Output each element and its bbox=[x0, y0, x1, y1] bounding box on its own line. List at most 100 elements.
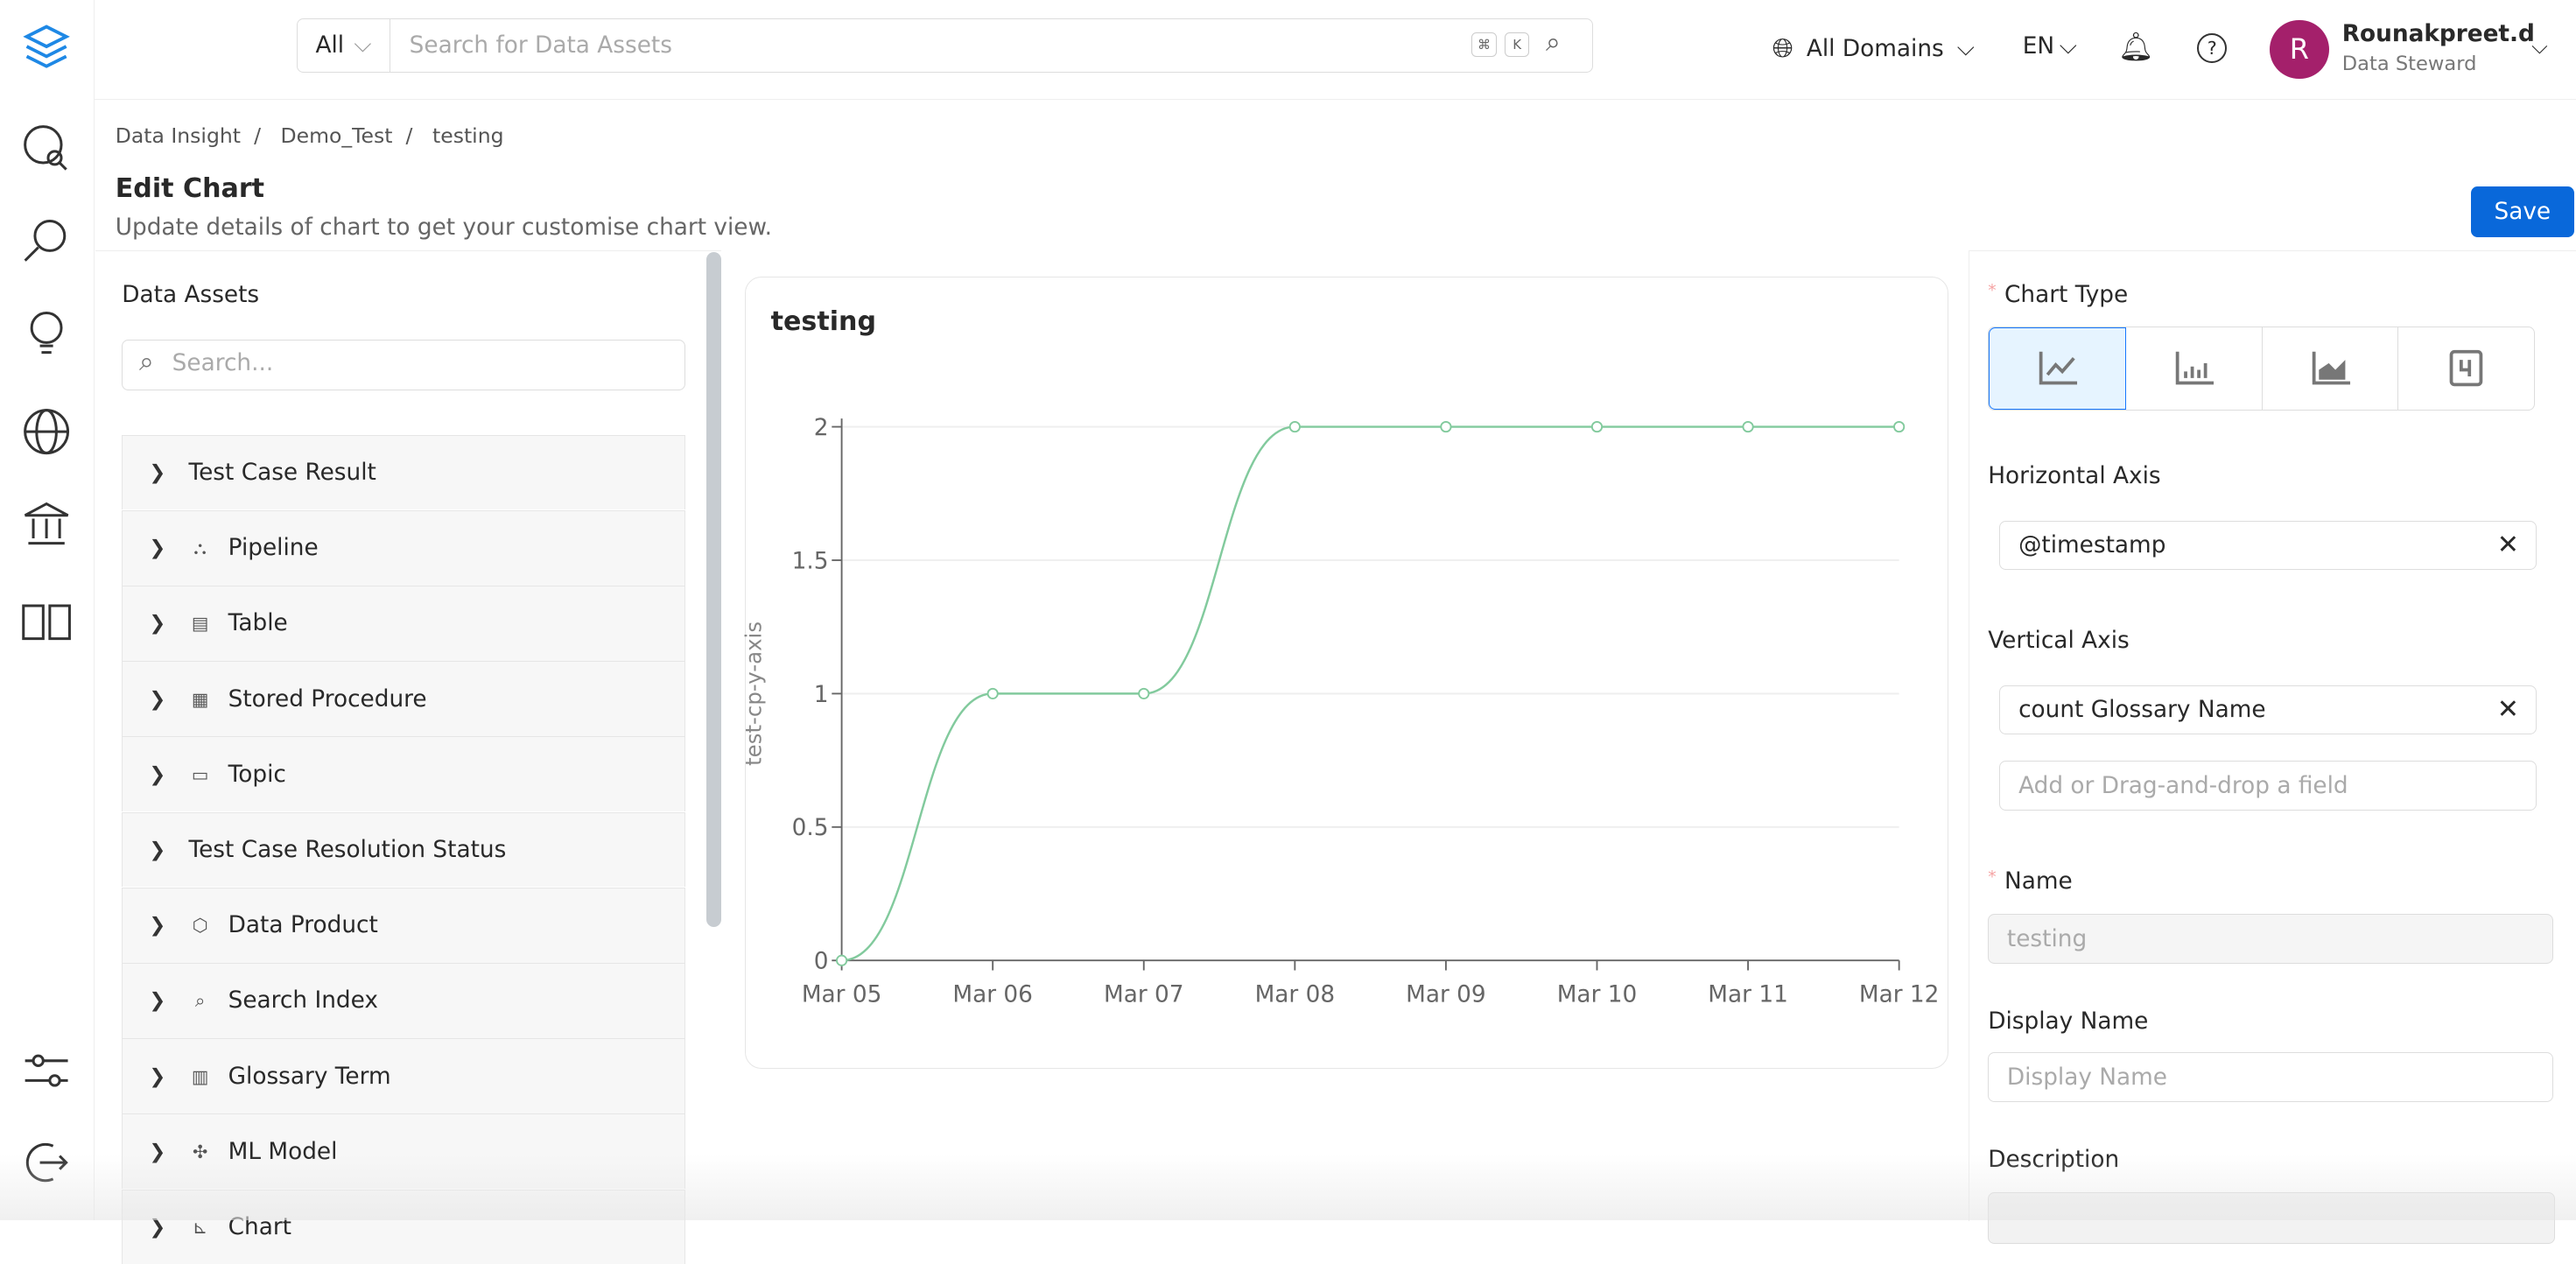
data-point bbox=[1138, 687, 1150, 699]
avatar[interactable]: R bbox=[2269, 19, 2329, 80]
breadcrumb: Data Insight / Demo_Test / testing bbox=[115, 123, 504, 149]
add-field-input[interactable]: Add or Drag-and-drop a field bbox=[1999, 761, 2537, 811]
bottom-fade bbox=[0, 1155, 2576, 1221]
asset-label: Table bbox=[228, 610, 288, 637]
asset-label: Glossary Term bbox=[228, 1063, 391, 1090]
lightbulb-icon[interactable] bbox=[20, 306, 73, 359]
horizontal-axis-field[interactable]: @timestamp ✕ bbox=[1999, 520, 2537, 571]
summary-card-type-button[interactable] bbox=[2398, 327, 2534, 410]
cmd-key: ⌘ bbox=[1471, 32, 1497, 58]
settings-sliders-icon[interactable] bbox=[20, 1044, 73, 1097]
global-search[interactable]: All ⌵ Search for Data Assets ⌘ K ⌕ bbox=[296, 18, 1593, 73]
vertical-axis-label: Vertical Axis bbox=[1988, 627, 2130, 654]
asset-item[interactable]: ❯ ▭ Topic bbox=[122, 736, 685, 812]
side-nav bbox=[0, 0, 95, 1221]
data-insight-icon[interactable] bbox=[20, 214, 73, 267]
asset-type-icon: ▭ bbox=[191, 763, 209, 785]
user-menu-chevron-icon[interactable]: ⌵ bbox=[2531, 32, 2548, 59]
close-icon[interactable]: ✕ bbox=[2496, 694, 2519, 726]
chart-type-label: * Chart Type bbox=[1988, 281, 2129, 308]
asset-type-icon: ⛬ bbox=[193, 537, 207, 558]
line-chart: 0 0.5 1 1.5 2 Mar 05 Mar 06 Mar 07 Mar 08 Mar 09 M… bbox=[741, 415, 1940, 1008]
line-chart-icon bbox=[2039, 351, 2078, 385]
help-icon[interactable]: ? bbox=[2197, 32, 2228, 63]
search-icon[interactable]: ⌕ bbox=[1546, 27, 1561, 59]
y-tick-label: 1.5 bbox=[792, 548, 829, 574]
explore-icon[interactable] bbox=[20, 122, 73, 174]
asset-item[interactable]: ❯ ⬡ Data Product bbox=[122, 887, 685, 963]
display-name-input[interactable]: Display Name bbox=[1988, 1052, 2553, 1102]
close-icon[interactable]: ✕ bbox=[2496, 530, 2519, 561]
bell-icon[interactable]: 🔔︎ bbox=[2117, 29, 2154, 63]
y-tick-label: 0 bbox=[814, 948, 829, 974]
globe-icon: 🌐︎ bbox=[1772, 32, 1793, 64]
asset-item[interactable]: ❯ ▦ Stored Procedure bbox=[122, 661, 685, 736]
asset-item[interactable]: ❯ ▥ Glossary Term bbox=[122, 1038, 685, 1113]
page-title: Edit Chart bbox=[115, 172, 265, 204]
book-icon[interactable] bbox=[20, 593, 73, 645]
asset-label: Data Product bbox=[228, 912, 378, 939]
user-name: Rounakpreet.d bbox=[2341, 21, 2535, 48]
x-tick-label: Mar 05 bbox=[802, 981, 882, 1008]
vertical-axis-field[interactable]: count Glossary Name ✕ bbox=[1999, 685, 2537, 735]
bar-chart-type-button[interactable] bbox=[2126, 327, 2263, 410]
display-name-label: Display Name bbox=[1988, 1008, 2149, 1035]
asset-label: Stored Procedure bbox=[228, 685, 427, 713]
chevron-right-icon: ❯ bbox=[149, 989, 166, 1013]
x-tick-label: Mar 11 bbox=[1708, 981, 1788, 1008]
breadcrumb-data-insight[interactable]: Data Insight bbox=[115, 123, 242, 149]
search-icon: ⌕ bbox=[139, 347, 154, 378]
area-chart-type-button[interactable] bbox=[2263, 327, 2399, 410]
data-point bbox=[986, 687, 999, 699]
chart-preview-card bbox=[744, 277, 1949, 1070]
search-input[interactable]: Search for Data Assets bbox=[409, 32, 672, 59]
x-tick-label: Mar 09 bbox=[1406, 981, 1486, 1008]
chart-type-selector bbox=[1988, 326, 2536, 411]
chevron-down-icon: ⌵ bbox=[1956, 35, 1975, 62]
line-chart-type-button[interactable] bbox=[1989, 327, 2126, 410]
chevron-right-icon: ❯ bbox=[149, 1064, 166, 1088]
y-tick-label: 2 bbox=[814, 415, 829, 441]
asset-label: Pipeline bbox=[228, 535, 319, 562]
asset-type-icon: ▥ bbox=[191, 1065, 209, 1087]
y-axis-label: test-cp-y-axis bbox=[741, 621, 766, 766]
asset-search-input[interactable]: ⌕ Search... bbox=[122, 339, 685, 391]
data-assets-label: Data Assets bbox=[122, 281, 260, 308]
chart-title: testing bbox=[770, 305, 876, 337]
asset-item[interactable]: ❯ Test Case Result bbox=[122, 434, 685, 510]
search-scope-select[interactable]: All ⌵ bbox=[298, 18, 391, 72]
chevron-right-icon: ❯ bbox=[149, 687, 166, 711]
asset-label: Test Case Result bbox=[188, 460, 376, 487]
language-selector[interactable]: EN ⌵ bbox=[2022, 32, 2077, 60]
chevron-right-icon: ❯ bbox=[149, 537, 166, 560]
chevron-right-icon: ❯ bbox=[149, 914, 166, 937]
data-point bbox=[1590, 420, 1604, 432]
x-tick-label: Mar 07 bbox=[1104, 981, 1184, 1008]
name-input: testing bbox=[1988, 914, 2553, 964]
x-tick-label: Mar 12 bbox=[1859, 981, 1940, 1008]
globe-icon[interactable] bbox=[20, 405, 73, 458]
chevron-down-icon: ⌵ bbox=[2059, 32, 2077, 60]
domain-selector[interactable]: 🌐︎ All Domains ⌵ bbox=[1772, 32, 1975, 64]
asset-item[interactable]: ❯ ⛬ Pipeline bbox=[122, 509, 685, 586]
y-tick-label: 1 bbox=[814, 682, 829, 708]
chart-config-panel bbox=[1968, 250, 2576, 1222]
breadcrumb-demo-test[interactable]: Demo_Test bbox=[280, 123, 393, 149]
save-button[interactable]: Save bbox=[2470, 186, 2575, 237]
asset-item[interactable]: ❯ ⌕ Search Index bbox=[122, 963, 685, 1038]
governance-icon[interactable] bbox=[20, 497, 73, 550]
data-point bbox=[1440, 420, 1452, 432]
asset-type-icon: ⌕ bbox=[194, 989, 206, 1011]
asset-item[interactable]: ❯ ▤ Table bbox=[122, 586, 685, 661]
y-tick-label: 0.5 bbox=[792, 815, 829, 841]
chevron-down-icon: ⌵ bbox=[354, 32, 372, 59]
area-chart-icon bbox=[2312, 351, 2350, 385]
scrollbar[interactable] bbox=[706, 251, 722, 928]
logo-icon[interactable] bbox=[20, 20, 73, 73]
top-bar bbox=[94, 0, 2576, 100]
asset-label: Test Case Resolution Status bbox=[188, 837, 507, 863]
k-key: K bbox=[1504, 32, 1530, 58]
chevron-right-icon: ❯ bbox=[149, 612, 166, 636]
asset-type-icon: ▦ bbox=[191, 688, 209, 710]
asset-item[interactable]: ❯ Test Case Resolution Status bbox=[122, 811, 685, 888]
